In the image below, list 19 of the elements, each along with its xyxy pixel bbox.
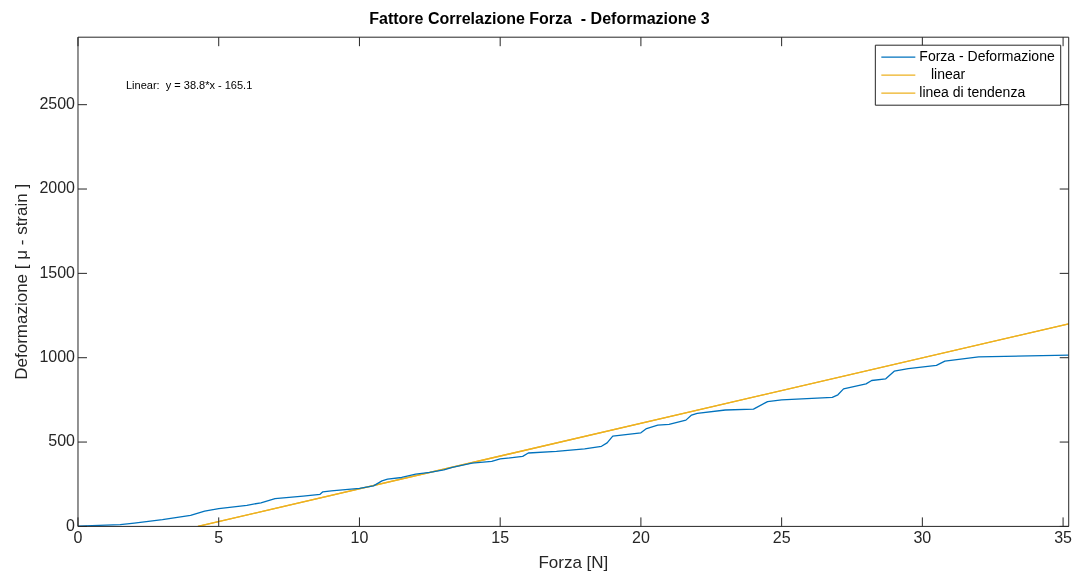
y-axis-title: Deformazione [ μ - strain ]: [11, 183, 31, 380]
annotation: Linear: y = 38.8*x - 165.1: [125, 79, 253, 92]
x-tick-label: 10: [350, 529, 369, 547]
chart-title: Fattore Correlazione Forza - Deformazione 3: [369, 10, 710, 28]
x-tick-label: 15: [491, 529, 510, 547]
x-axis-title: Forza [N]: [538, 553, 609, 573]
y-tick-label: 2500: [39, 95, 76, 113]
legend-label: Forza - Deformazione: [919, 48, 1055, 65]
x-tick-label: 20: [632, 529, 650, 547]
y-tick-label: 500: [48, 432, 76, 450]
x-tick-label: 25: [772, 529, 791, 547]
legend-label: linea di tendenza: [919, 84, 1026, 101]
y-tick-label: 1000: [39, 348, 76, 366]
y-tick-label: 1500: [39, 263, 76, 281]
x-tick-label: 35: [1054, 529, 1073, 547]
legend-label: linear: [919, 66, 966, 83]
y-tick-label: 2000: [39, 179, 76, 197]
x-tick-label: 30: [913, 529, 932, 547]
x-tick-label: 5: [214, 529, 224, 547]
